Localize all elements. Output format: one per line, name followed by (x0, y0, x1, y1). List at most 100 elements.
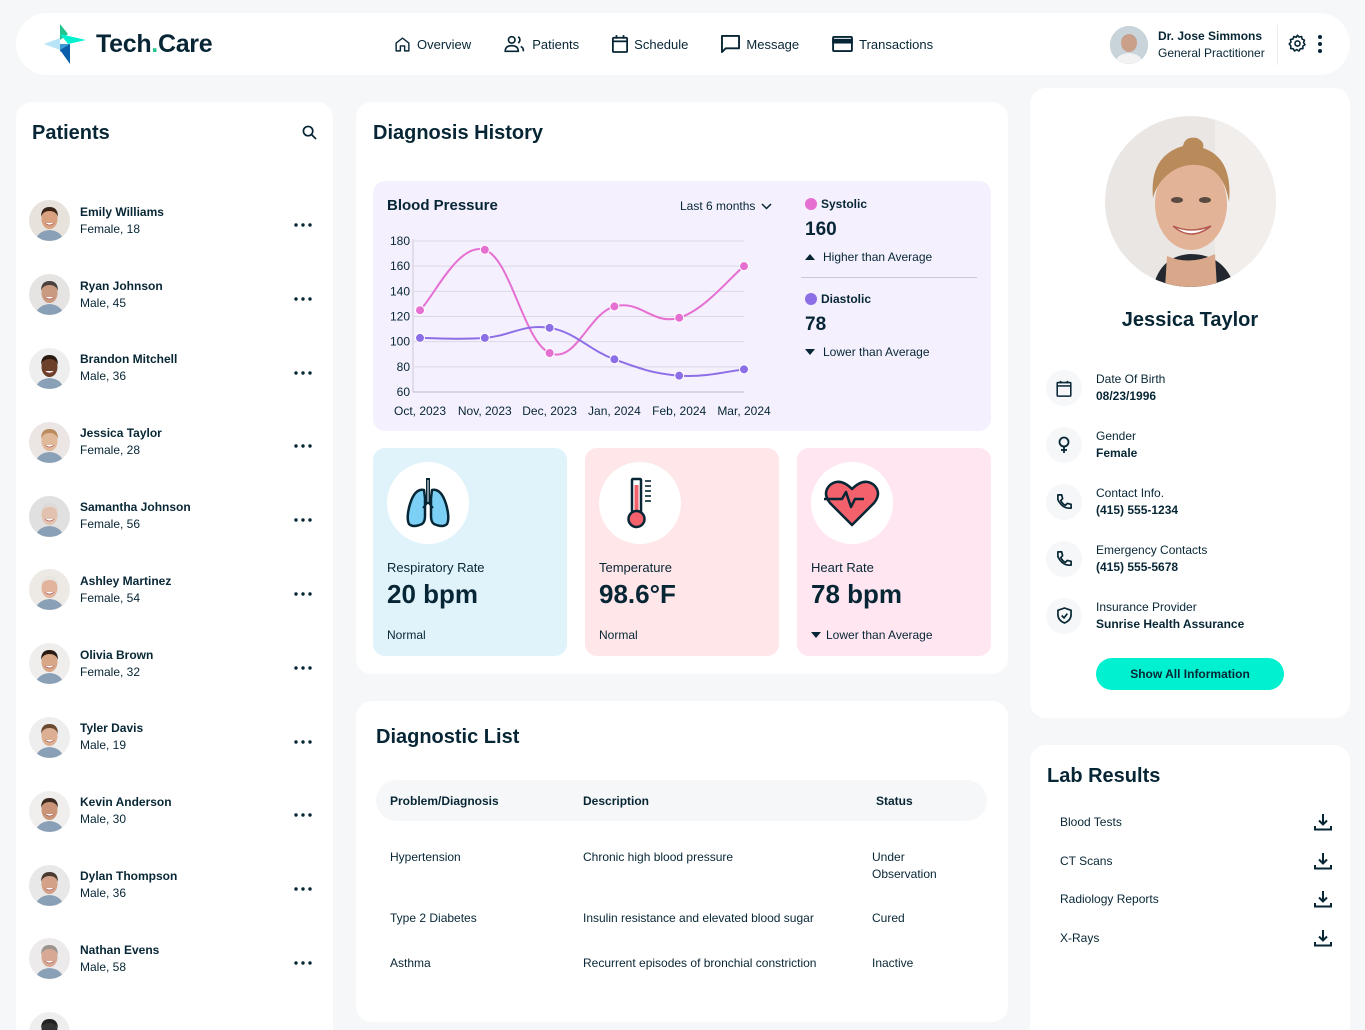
patient-list-item[interactable]: Ashley Martinez Female, 54 (16, 553, 333, 627)
doctor-avatar (1110, 26, 1148, 64)
patient-list-item[interactable]: Samantha Johnson Female, 56 (16, 479, 333, 553)
more-horizontal-icon (294, 223, 312, 227)
patient-list-item[interactable]: Emily Williams Female, 18 (16, 184, 333, 258)
diastolic-summary: Diastolic 78 Lower than Average (805, 292, 977, 359)
patient-avatar (29, 200, 70, 242)
table-header: Problem/Diagnosis Description Status (376, 780, 987, 821)
main-nav: Overview Patients Schedule Message Trans… (394, 13, 966, 75)
temperature-card: Temperature 98.6°F Normal (585, 448, 779, 656)
patient-list-item[interactable]: Kevin Anderson Male, 30 (16, 774, 333, 848)
lab-result-item[interactable]: CT Scans (1047, 842, 1334, 881)
download-icon[interactable] (1314, 813, 1332, 831)
nav-transactions[interactable]: Transactions (832, 36, 933, 52)
patient-list: Emily Williams Female, 18 Ryan Johnson Male… (16, 184, 333, 1030)
table-row[interactable]: Asthma Recurrent episodes of bronchial c… (390, 956, 914, 970)
brand-name: Tech.Care (96, 29, 213, 58)
patient-name: Kevin Anderson (80, 795, 172, 810)
svg-text:Dec, 2023: Dec, 2023 (522, 404, 577, 418)
patient-avatar (29, 421, 70, 463)
logo[interactable]: Tech.Care (44, 24, 213, 64)
phone-icon (1056, 551, 1072, 567)
message-icon (721, 35, 741, 53)
more-horizontal-icon (294, 887, 312, 891)
patient-gender-age: Male, 36 (80, 886, 127, 901)
female-icon (1058, 436, 1070, 454)
patient-more-button[interactable] (294, 952, 312, 970)
show-all-information-button[interactable]: Show All Information (1096, 658, 1284, 690)
svg-text:80: 80 (397, 360, 411, 374)
patient-more-button[interactable] (294, 214, 312, 232)
patient-name: Dylan Thompson (80, 869, 178, 884)
patient-more-button[interactable] (294, 657, 312, 675)
patient-gender-age: Female, 32 (80, 664, 141, 679)
respiratory-rate-value: 20 bpm (387, 579, 479, 609)
patients-panel: Patients Emily Williams Female, 18 Ryan Jo… (16, 102, 333, 1030)
more-options-button[interactable] (1317, 34, 1323, 59)
search-patients-button[interactable] (302, 125, 317, 145)
download-icon[interactable] (1314, 852, 1332, 870)
table-row[interactable]: Type 2 Diabetes Insulin resistance and e… (390, 911, 905, 925)
calendar-icon (1056, 380, 1072, 397)
nav-overview[interactable]: Overview (394, 36, 471, 53)
patient-list-item[interactable]: Brandon Mitchell Male, 36 (16, 332, 333, 406)
systolic-series (415, 244, 749, 358)
table-row[interactable]: Hypertension Chronic high blood pressure… (390, 850, 937, 881)
patient-more-button[interactable] (294, 878, 312, 896)
patient-name: Emily Williams (80, 204, 164, 219)
patient-list-item[interactable]: Nathan Evens Male, 58 (16, 922, 333, 996)
patient-gender-age: Female, 28 (80, 443, 141, 458)
arrow-down-icon (805, 349, 815, 355)
patient-more-button[interactable] (294, 509, 312, 527)
patient-photo (1105, 116, 1276, 287)
patient-list-item[interactable]: Jessica Taylor Female, 28 (16, 405, 333, 479)
lab-results-list: Blood Tests CT Scans Radiology Reports X-Ra… (1047, 803, 1334, 957)
patient-list-item[interactable]: Dylan Thompson Male, 36 (16, 848, 333, 922)
patient-list-item[interactable]: Olivia Brown Female, 32 (16, 627, 333, 701)
patient-more-button[interactable] (294, 731, 312, 749)
more-horizontal-icon (294, 813, 312, 818)
kebab-icon (1318, 35, 1322, 53)
patient-list-item[interactable] (16, 996, 333, 1030)
thermometer-icon (627, 477, 651, 529)
patient-more-button[interactable] (294, 435, 312, 453)
respiratory-rate-card: Respiratory Rate 20 bpm Normal (373, 448, 567, 656)
patient-more-button[interactable] (294, 804, 312, 822)
doctor-profile[interactable]: Dr. Jose Simmons General Practitioner (1110, 25, 1278, 65)
nav-message[interactable]: Message (721, 35, 799, 53)
nav-patients[interactable]: Patients (504, 35, 579, 53)
home-icon (395, 36, 410, 52)
svg-text:Oct, 2023: Oct, 2023 (394, 404, 446, 418)
credit-card-icon (832, 36, 853, 52)
heart-rate-value: 78 bpm (811, 579, 903, 609)
patient-avatar (29, 495, 70, 537)
patient-list-item[interactable]: Ryan Johnson Male, 45 (16, 258, 333, 332)
patient-gender-age: Female, 56 (80, 517, 141, 532)
gear-icon (1288, 34, 1306, 52)
doctor-role: General Practitioner (1158, 46, 1265, 60)
lab-result-item[interactable]: X-Rays (1047, 919, 1334, 958)
patient-name: Nathan Evens (80, 942, 160, 957)
download-icon[interactable] (1314, 929, 1332, 947)
diastolic-series (415, 322, 749, 381)
settings-button[interactable] (1288, 34, 1307, 58)
diastolic-dot (805, 293, 817, 305)
patient-more-button[interactable] (294, 583, 312, 601)
more-horizontal-icon (294, 370, 312, 375)
range-dropdown[interactable]: Last 6 months (680, 199, 772, 213)
lab-result-item[interactable]: Blood Tests (1047, 803, 1334, 842)
bp-legend: Systolic 160 Higher than Average Diastol… (801, 181, 977, 359)
blood-pressure-title: Blood Pressure (387, 197, 498, 214)
heart-icon (824, 480, 880, 527)
more-horizontal-icon (294, 518, 312, 522)
shield-icon (1056, 607, 1072, 624)
svg-text:Feb, 2024: Feb, 2024 (652, 404, 706, 418)
nav-schedule[interactable]: Schedule (612, 35, 688, 53)
lab-result-item[interactable]: Radiology Reports (1047, 880, 1334, 919)
diagnosis-history-title: Diagnosis History (373, 122, 544, 144)
patient-more-button[interactable] (294, 288, 312, 306)
patient-more-button[interactable] (294, 362, 312, 380)
patient-list-item[interactable]: Tyler Davis Male, 19 (16, 701, 333, 775)
contact-row: Contact Info. (415) 555-1234 (1046, 474, 1336, 531)
patient-name: Olivia Brown (80, 647, 154, 662)
download-icon[interactable] (1314, 890, 1332, 908)
